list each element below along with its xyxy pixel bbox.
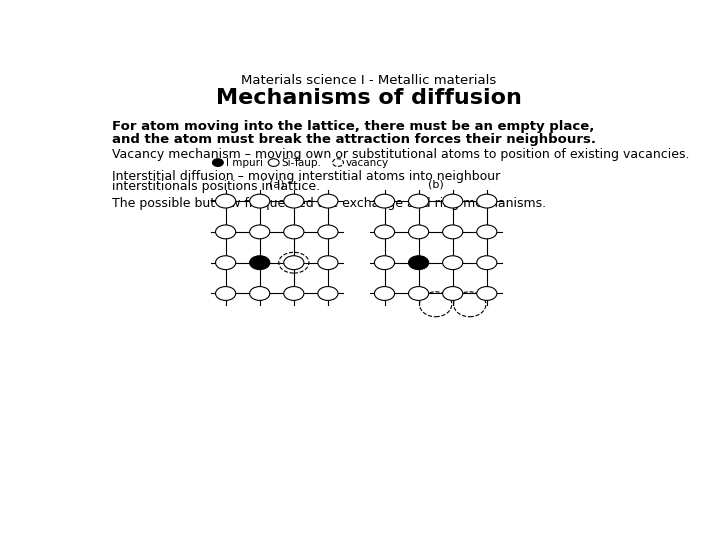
Ellipse shape [477, 287, 497, 300]
Ellipse shape [408, 194, 428, 208]
Ellipse shape [215, 287, 235, 300]
Text: (b): (b) [428, 179, 444, 190]
Ellipse shape [284, 287, 304, 300]
Text: I mpuri: I mpuri [225, 158, 263, 167]
Ellipse shape [318, 256, 338, 269]
Text: Si-Taup.: Si-Taup. [282, 158, 321, 167]
Ellipse shape [318, 287, 338, 300]
Text: The possible but low frequented are exchange and ring mechanisms.: The possible but low frequented are exch… [112, 197, 546, 210]
Ellipse shape [284, 225, 304, 239]
Ellipse shape [408, 256, 428, 269]
Ellipse shape [284, 256, 304, 269]
Ellipse shape [318, 225, 338, 239]
Ellipse shape [318, 194, 338, 208]
Ellipse shape [215, 194, 235, 208]
Ellipse shape [374, 225, 395, 239]
Ellipse shape [250, 287, 270, 300]
Ellipse shape [443, 287, 463, 300]
Text: Materials science I - Metallic materials: Materials science I - Metallic materials [241, 74, 497, 87]
Ellipse shape [269, 159, 279, 166]
Text: (a): (a) [269, 179, 284, 190]
Ellipse shape [477, 256, 497, 269]
Ellipse shape [408, 225, 428, 239]
Ellipse shape [250, 225, 270, 239]
Ellipse shape [443, 256, 463, 269]
Text: Interstitial diffusion – moving interstitial atoms into neighbour: Interstitial diffusion – moving intersti… [112, 170, 500, 183]
Ellipse shape [374, 287, 395, 300]
Ellipse shape [443, 194, 463, 208]
Text: and the atom must break the attraction forces their neighbours.: and the atom must break the attraction f… [112, 132, 595, 146]
Ellipse shape [374, 194, 395, 208]
Ellipse shape [374, 256, 395, 269]
Ellipse shape [215, 225, 235, 239]
Text: Vacancy mechanism – moving own or substitutional atoms to position of existing v: Vacancy mechanism – moving own or substi… [112, 148, 689, 161]
Ellipse shape [408, 287, 428, 300]
Ellipse shape [477, 225, 497, 239]
Text: vacancy: vacancy [346, 158, 389, 167]
Ellipse shape [250, 194, 270, 208]
Ellipse shape [284, 194, 304, 208]
Ellipse shape [215, 256, 235, 269]
Ellipse shape [477, 194, 497, 208]
Text: interstitionals positions in lattice.: interstitionals positions in lattice. [112, 180, 320, 193]
Ellipse shape [212, 159, 223, 166]
Ellipse shape [250, 256, 270, 269]
Text: Mechanisms of diffusion: Mechanisms of diffusion [216, 88, 522, 108]
Text: For atom moving into the lattice, there must be an empty place,: For atom moving into the lattice, there … [112, 120, 594, 133]
Ellipse shape [443, 225, 463, 239]
